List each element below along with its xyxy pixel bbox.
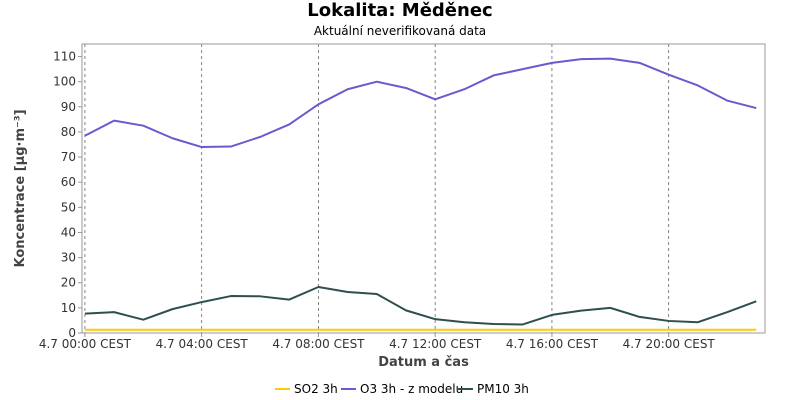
legend-label: PM10 3h [477,382,529,396]
y-tick-label: 20 [61,276,76,290]
y-tick-label: 0 [68,326,76,340]
x-tick-label: 4.7 12:00 CEST [389,337,482,351]
series-line [84,57,757,149]
series-line [84,286,757,326]
x-axis-title: Datum a čas [378,355,469,370]
y-tick-label: 50 [61,200,76,214]
x-tick-label: 4.7 00:00 CEST [39,337,132,351]
y-tick-label: 10 [61,301,76,315]
x-tick-label: 4.7 16:00 CEST [506,337,599,351]
x-axis: 4.7 00:00 CEST 4.7 04:00 CEST 4.7 08:00 CE… [39,333,716,351]
y-tick-label: 100 [53,75,76,89]
x-tick-label: 4.7 08:00 CEST [272,337,365,351]
y-tick-label: 70 [61,150,76,164]
plot-frame [81,43,766,334]
legend: SO2 3h O3 3h - z modelu PM10 3h [275,382,529,396]
y-tick-label: 60 [61,175,76,189]
y-tick-label: 110 [53,50,76,64]
x-tick-label: 4.7 20:00 CEST [623,337,716,351]
chart-title: Lokalita: Měděnec [307,0,493,21]
x-tick-label: 4.7 04:00 CEST [156,337,249,351]
plot-area [82,44,765,333]
series-lines [84,57,757,331]
y-tick-label: 80 [61,125,76,139]
y-tick-label: 40 [61,225,76,239]
y-tick-label: 30 [61,251,76,265]
y-tick-label: 90 [61,100,76,114]
legend-label: SO2 3h [294,382,338,396]
y-axis-title: Koncentrace [µg·m⁻³] [13,109,28,267]
y-axis: 0 10 20 30 40 50 60 70 80 90 100 110 [53,50,82,340]
grid-lines [84,44,670,333]
legend-label: O3 3h - z modelu [360,382,463,396]
chart-subtitle: Aktuální neverifikovaná data [313,24,487,38]
